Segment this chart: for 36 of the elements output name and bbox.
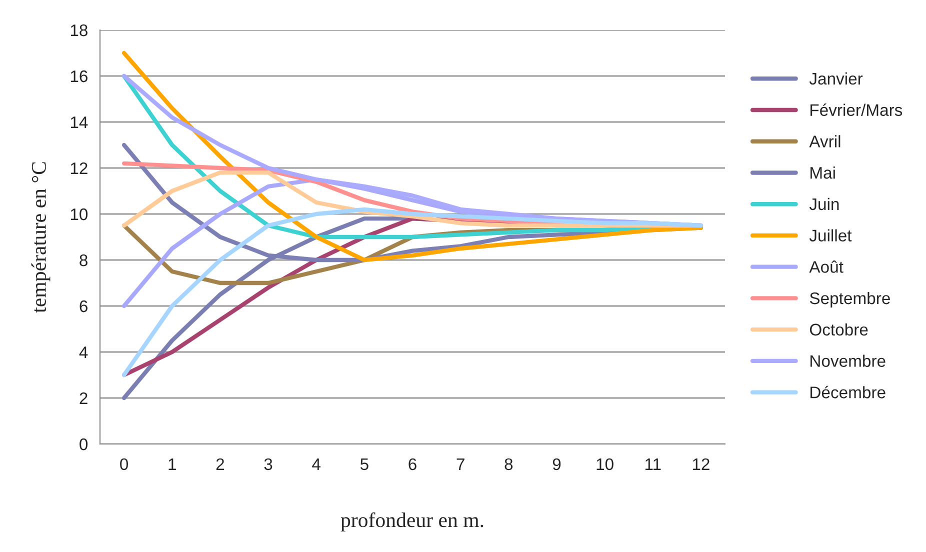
y-tick-label: 18 [70, 24, 88, 36]
legend-label: Décembre [810, 386, 886, 398]
x-tick-label: 10 [596, 458, 614, 470]
y-tick-label: 2 [80, 392, 88, 404]
y-tick-label: 14 [70, 116, 88, 128]
legend-label: Juillet [809, 229, 852, 242]
x-tick-label: 2 [216, 458, 224, 470]
y-tick-label: 4 [79, 346, 88, 358]
legend-label: Avril [809, 135, 840, 148]
legend-label: Août [809, 260, 844, 273]
legend-label: Mai [810, 166, 835, 179]
y-tick-label: 10 [70, 208, 88, 220]
x-tick-label: 1 [168, 458, 176, 470]
legend-label: Juin [809, 198, 839, 210]
x-tick-label: 3 [264, 458, 272, 470]
x-tick-label: 8 [504, 458, 513, 470]
x-tick-label: 0 [120, 458, 128, 470]
x-axis-title: profondeur en m. [340, 512, 484, 532]
y-axis-title: température en °C [31, 162, 50, 313]
y-tick-label: 16 [70, 70, 88, 82]
y-tick-label: 0 [80, 438, 88, 450]
y-tick-label: 12 [70, 162, 88, 174]
x-tick-label: 5 [360, 458, 368, 470]
legend-label: Février/Mars [810, 104, 902, 116]
x-tick-label: 4 [312, 458, 320, 470]
x-tick-label: 11 [646, 458, 661, 470]
legend-label: Janvier [809, 72, 863, 85]
x-tick-label: 6 [408, 458, 416, 470]
x-tick-label: 12 [692, 458, 710, 470]
legend-label: Novembre [810, 354, 886, 367]
x-tick-label: 7 [456, 458, 464, 470]
legend-label: Septembre [810, 292, 890, 308]
y-tick-label: 8 [80, 254, 88, 266]
x-tick-label: 9 [552, 458, 561, 470]
legend-label: Octobre [810, 323, 868, 336]
y-tick-label: 6 [80, 300, 88, 312]
